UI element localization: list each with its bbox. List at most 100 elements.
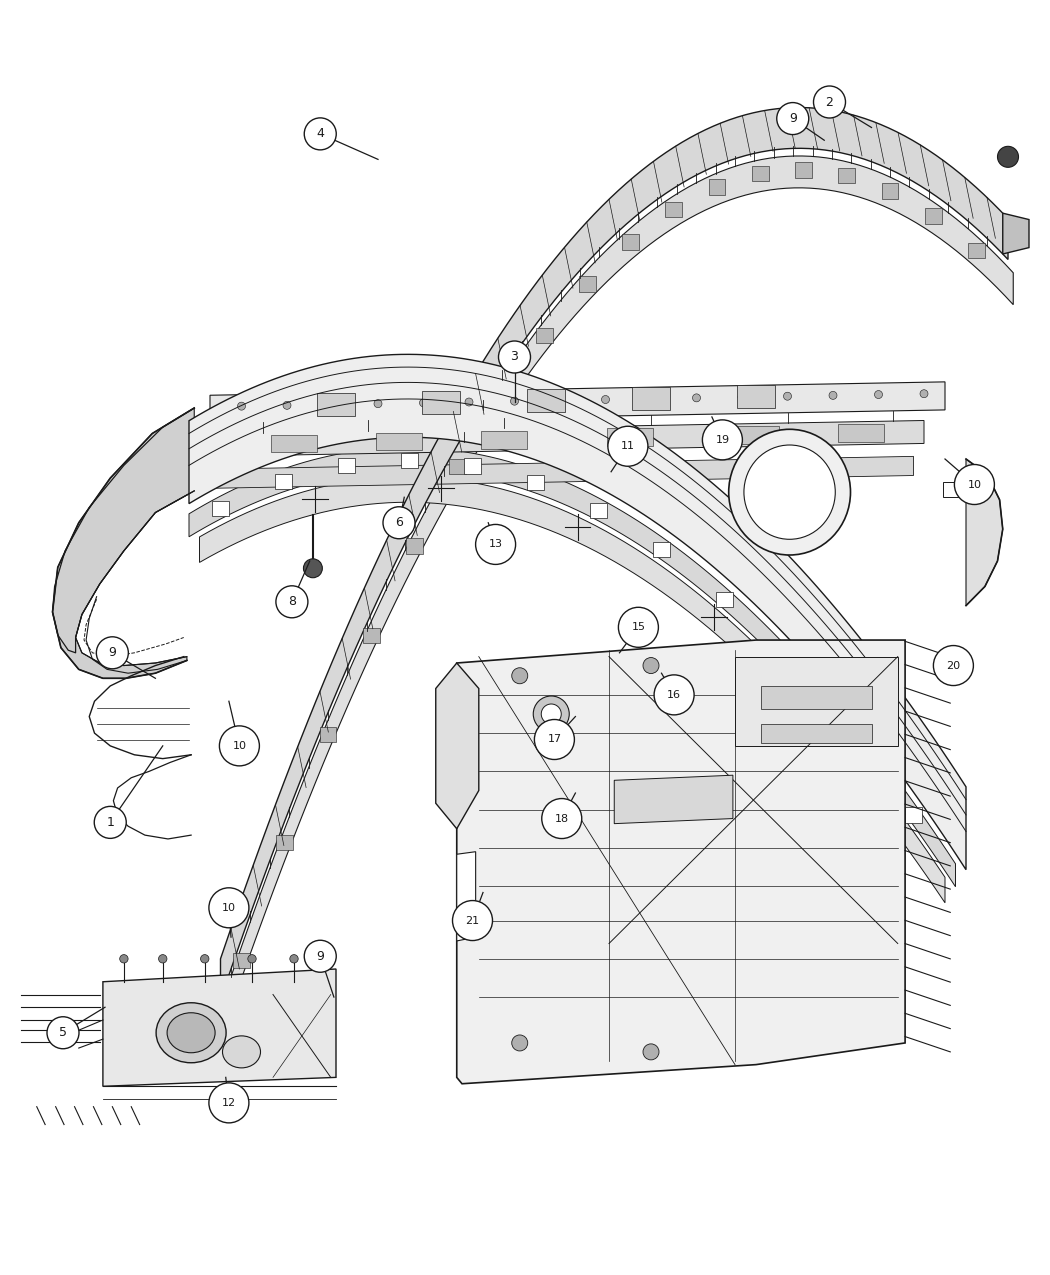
Circle shape xyxy=(608,426,648,467)
Ellipse shape xyxy=(223,1035,260,1068)
Circle shape xyxy=(276,585,308,618)
Circle shape xyxy=(420,399,427,407)
Polygon shape xyxy=(966,459,1003,606)
Ellipse shape xyxy=(167,1012,215,1053)
Ellipse shape xyxy=(156,1002,226,1063)
Circle shape xyxy=(556,397,564,404)
Circle shape xyxy=(933,645,973,686)
Bar xyxy=(795,162,812,177)
Bar xyxy=(709,180,726,195)
Bar xyxy=(422,391,460,414)
Bar xyxy=(632,388,670,411)
Bar xyxy=(536,328,552,343)
Text: 17: 17 xyxy=(547,734,562,745)
Circle shape xyxy=(159,955,167,963)
Bar xyxy=(492,389,509,404)
Circle shape xyxy=(383,506,415,539)
Ellipse shape xyxy=(729,430,850,555)
Bar xyxy=(527,476,544,491)
Bar xyxy=(363,627,380,643)
Circle shape xyxy=(738,393,746,402)
Polygon shape xyxy=(1003,213,1029,254)
Bar xyxy=(579,277,595,292)
Circle shape xyxy=(618,607,658,648)
Text: 9: 9 xyxy=(108,646,117,659)
Circle shape xyxy=(814,85,845,119)
Circle shape xyxy=(947,657,964,674)
Bar xyxy=(317,393,355,416)
Circle shape xyxy=(830,391,837,399)
Bar xyxy=(338,458,355,473)
Circle shape xyxy=(511,668,528,683)
Text: 9: 9 xyxy=(789,112,797,125)
Bar xyxy=(733,426,779,444)
Bar xyxy=(401,453,418,468)
Circle shape xyxy=(237,402,246,411)
Bar xyxy=(607,428,653,446)
Circle shape xyxy=(542,798,582,839)
Polygon shape xyxy=(52,408,194,678)
Text: 18: 18 xyxy=(554,813,569,824)
Bar xyxy=(449,459,466,474)
Bar xyxy=(653,542,670,557)
Circle shape xyxy=(760,463,819,521)
Polygon shape xyxy=(614,775,733,824)
Bar xyxy=(275,474,292,490)
Circle shape xyxy=(304,117,336,150)
Bar xyxy=(752,166,769,181)
Bar xyxy=(737,385,775,408)
Bar xyxy=(761,724,872,743)
Circle shape xyxy=(97,636,128,669)
Bar xyxy=(233,952,250,968)
Text: 20: 20 xyxy=(946,660,961,671)
Text: 1: 1 xyxy=(106,816,114,829)
Circle shape xyxy=(453,900,492,941)
Circle shape xyxy=(534,719,574,760)
Circle shape xyxy=(465,398,472,405)
Circle shape xyxy=(120,955,128,963)
Polygon shape xyxy=(210,382,945,423)
Circle shape xyxy=(920,390,928,398)
Bar xyxy=(838,168,855,184)
Bar xyxy=(276,835,293,850)
Circle shape xyxy=(647,395,655,403)
Bar xyxy=(838,425,884,442)
Bar xyxy=(842,724,859,740)
Bar xyxy=(623,235,639,250)
Polygon shape xyxy=(210,156,1013,1070)
Polygon shape xyxy=(943,482,961,497)
Bar xyxy=(212,501,229,516)
Polygon shape xyxy=(735,657,898,746)
Bar xyxy=(968,242,985,258)
Circle shape xyxy=(284,402,291,409)
Circle shape xyxy=(499,340,530,374)
Text: 19: 19 xyxy=(715,435,730,445)
Text: 5: 5 xyxy=(59,1026,67,1039)
Bar xyxy=(376,432,422,450)
Text: 16: 16 xyxy=(667,690,681,700)
Polygon shape xyxy=(457,852,476,941)
Circle shape xyxy=(783,393,792,400)
Text: 13: 13 xyxy=(488,539,503,550)
Circle shape xyxy=(248,955,256,963)
Circle shape xyxy=(954,464,994,505)
Circle shape xyxy=(209,1082,249,1123)
Bar xyxy=(779,653,796,668)
Circle shape xyxy=(510,398,519,405)
Bar xyxy=(882,184,899,199)
Text: 8: 8 xyxy=(288,595,296,608)
Bar xyxy=(527,389,565,412)
Circle shape xyxy=(533,696,569,732)
Bar xyxy=(716,592,733,607)
Circle shape xyxy=(702,419,742,460)
Text: 2: 2 xyxy=(825,96,834,108)
Bar xyxy=(319,727,336,742)
Polygon shape xyxy=(436,663,479,829)
Bar xyxy=(406,538,423,553)
Circle shape xyxy=(47,1016,79,1049)
Circle shape xyxy=(303,558,322,578)
Bar xyxy=(481,431,527,449)
Bar xyxy=(925,208,942,223)
Circle shape xyxy=(476,524,516,565)
Text: 11: 11 xyxy=(621,441,635,451)
